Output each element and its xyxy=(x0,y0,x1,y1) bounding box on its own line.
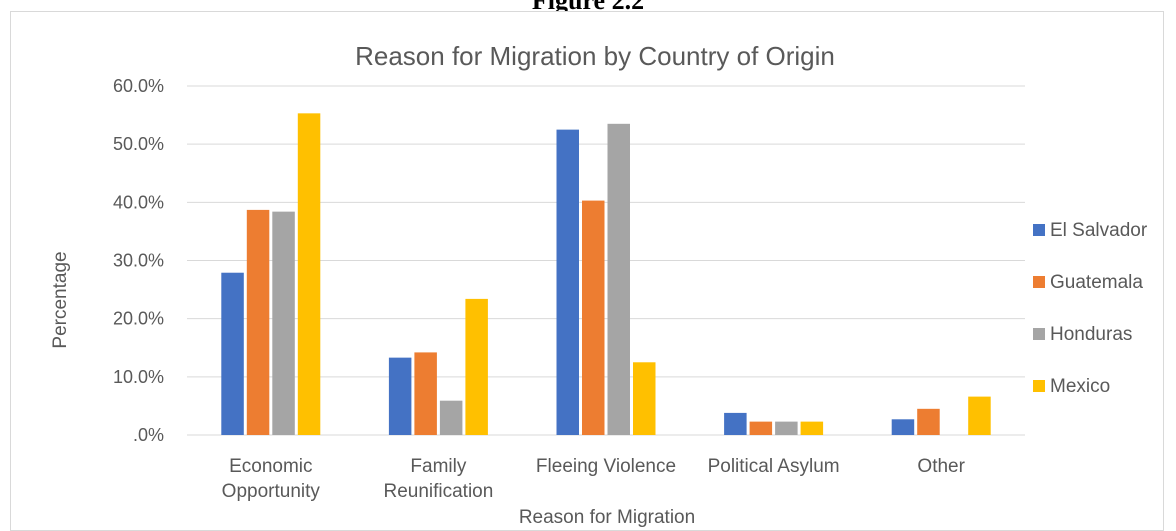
bar xyxy=(439,400,463,435)
bar xyxy=(246,209,270,435)
chart-title: Reason for Migration by Country of Origi… xyxy=(355,41,835,71)
y-tick-label: 40.0% xyxy=(113,192,164,212)
legend-label: Guatemala xyxy=(1050,272,1143,293)
bar xyxy=(607,123,630,435)
y-tick-label: .0% xyxy=(133,425,164,445)
bar xyxy=(221,272,244,435)
y-tick-label: 30.0% xyxy=(113,251,164,271)
bar xyxy=(297,113,321,436)
bar xyxy=(582,200,605,435)
bar xyxy=(633,362,656,435)
x-tick-label: Fleeing Violence xyxy=(536,456,676,477)
bar xyxy=(414,352,437,435)
bar xyxy=(800,421,824,435)
x-tick-label: Political Asylum xyxy=(708,456,840,477)
y-tick-label: 10.0% xyxy=(113,367,164,387)
bar xyxy=(556,129,579,435)
bar xyxy=(388,357,412,435)
y-tick-label: 60.0% xyxy=(113,76,164,96)
bar xyxy=(465,298,488,435)
bar xyxy=(968,396,991,435)
bar xyxy=(917,408,940,435)
y-tick-label: 20.0% xyxy=(113,309,164,329)
legend-label: El Salvador xyxy=(1050,220,1148,241)
y-axis-title: Percentage xyxy=(50,251,71,348)
x-tick-labels: Economic Opportunity Family Reunification Fl… xyxy=(222,456,966,502)
x-axis-title: Reason for Migration xyxy=(519,507,695,528)
bar xyxy=(891,419,915,435)
legend-label: Honduras xyxy=(1050,324,1132,345)
bar xyxy=(724,412,747,435)
bar xyxy=(749,421,773,435)
bar xyxy=(272,211,295,435)
legend: El Salvador Guatemala Honduras Mexico xyxy=(1033,220,1148,397)
legend-label: Mexico xyxy=(1050,376,1110,397)
y-tick-label: 50.0% xyxy=(113,134,164,154)
x-tick-label: Opportunity xyxy=(222,481,321,502)
bars xyxy=(221,113,991,436)
bar xyxy=(775,421,798,435)
legend-swatch xyxy=(1033,380,1045,392)
x-tick-label: Family xyxy=(410,456,466,477)
y-tick-labels: .0% 10.0% 20.0% 30.0% 40.0% 50.0% 60.0% xyxy=(113,76,164,445)
legend-swatch xyxy=(1033,224,1045,236)
legend-swatch xyxy=(1033,276,1045,288)
x-tick-label: Economic xyxy=(229,456,312,477)
x-tick-label: Reunification xyxy=(383,481,493,502)
gridlines xyxy=(187,85,1025,436)
legend-swatch xyxy=(1033,328,1045,340)
x-tick-label: Other xyxy=(917,456,965,477)
